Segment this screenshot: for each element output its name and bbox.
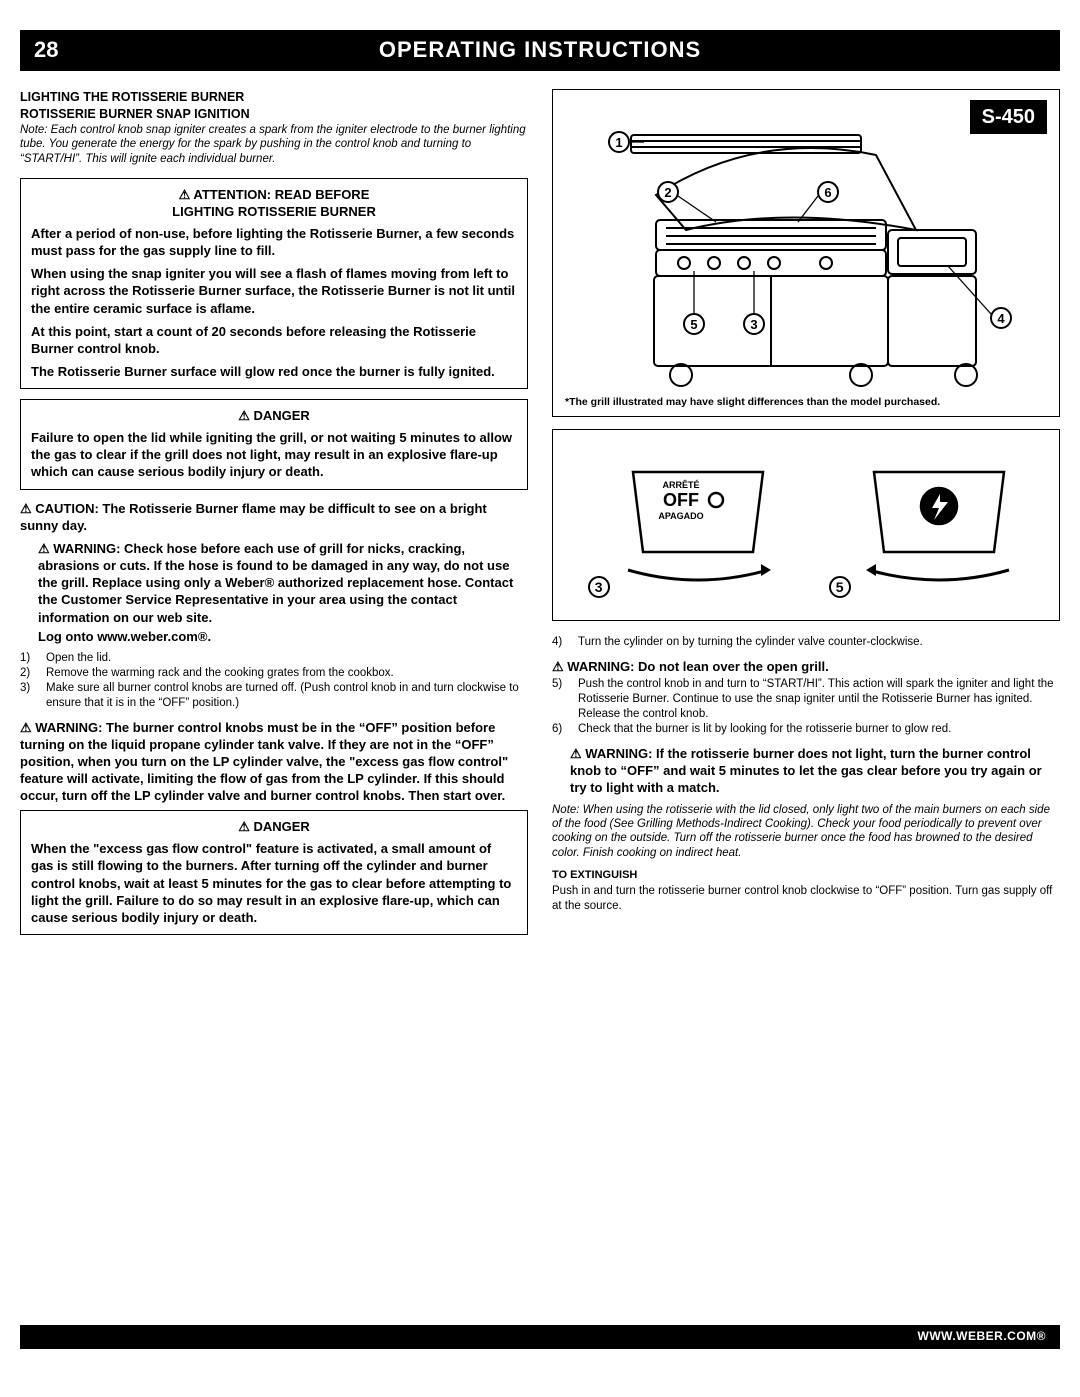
grill-illustration: 1 2 3 4 5 6 (586, 100, 1026, 390)
svg-text:2: 2 (664, 185, 671, 200)
step-5: 5)Push the control knob in and turn to “… (552, 677, 1060, 722)
attention-para-2: When using the snap igniter you will see… (31, 265, 517, 316)
diagram-disclaimer: *The grill illustrated may have slight d… (565, 396, 1047, 409)
danger-body-2: When the "excess gas flow control" featu… (31, 840, 517, 926)
svg-text:6: 6 (824, 185, 831, 200)
to-extinguish-body: Push in and turn the rotisserie burner c… (552, 884, 1060, 914)
attention-para-3: At this point, start a count of 20 secon… (31, 323, 517, 357)
knob-right: 5 (818, 442, 1035, 604)
warning-no-light: ⚠ WARNING: If the rotisserie burner does… (552, 745, 1060, 796)
step-4-row: 4)Turn the cylinder on by turning the cy… (552, 635, 1060, 650)
column-left: LIGHTING THE ROTISSERIE BURNER ROTISSERI… (20, 89, 528, 945)
step-2: 2)Remove the warming rack and the cookin… (20, 666, 528, 681)
attention-para-4: The Rotisserie Burner surface will glow … (31, 363, 517, 380)
warning-hose: ⚠ WARNING: Check hose before each use of… (20, 540, 528, 626)
rotisserie-note: Note: When using the rotisserie with the… (552, 803, 1060, 861)
danger-box-2: ⚠ DANGER When the "excess gas flow contr… (20, 810, 528, 935)
caution-sunny: ⚠ CAUTION: The Rotisserie Burner flame m… (20, 500, 528, 534)
svg-text:APAGADO: APAGADO (659, 511, 704, 521)
knob-igniter-icon (854, 442, 1024, 592)
column-right: S-450 (552, 89, 1060, 945)
step-1: 1)Open the lid. (20, 651, 528, 666)
knob-left: 3 ARRÊTÉ OFF APAGADO (577, 442, 794, 604)
warning-off-position: ⚠ WARNING: The burner control knobs must… (20, 719, 528, 805)
attention-head-1: ⚠ ATTENTION: READ BEFORE (31, 187, 517, 204)
svg-text:ARRÊTÉ: ARRÊTÉ (663, 479, 700, 490)
grill-diagram-box: S-450 (552, 89, 1060, 418)
attention-para-1: After a period of non-use, before lighti… (31, 225, 517, 259)
footer-bar: WWW.WEBER.COM® (20, 1325, 1060, 1349)
step-6: 6)Check that the burner is lit by lookin… (552, 722, 1060, 737)
danger-box-1: ⚠ DANGER Failure to open the lid while i… (20, 399, 528, 489)
knob-off-icon: ARRÊTÉ OFF APAGADO (613, 442, 783, 592)
danger-head-1: ⚠ DANGER (31, 408, 517, 425)
model-tag: S-450 (970, 100, 1047, 134)
danger-body-1: Failure to open the lid while igniting t… (31, 429, 517, 480)
attention-box: ⚠ ATTENTION: READ BEFORE LIGHTING ROTISS… (20, 178, 528, 389)
warning-lean: ⚠ WARNING: Do not lean over the open gri… (552, 658, 1060, 675)
svg-text:4: 4 (997, 311, 1005, 326)
heading-snap-ignition: ROTISSERIE BURNER SNAP IGNITION (20, 106, 528, 122)
svg-text:OFF: OFF (663, 490, 699, 510)
attention-head-2: LIGHTING ROTISSERIE BURNER (31, 204, 517, 221)
steps-list-b: 5)Push the control knob in and turn to “… (552, 677, 1060, 737)
log-onto: Log onto www.weber.com®. (20, 628, 528, 645)
knob-right-callout: 5 (829, 576, 851, 598)
knob-left-callout: 3 (588, 576, 610, 598)
knob-diagram-box: 3 ARRÊTÉ OFF APAGADO 5 (552, 429, 1060, 621)
svg-text:3: 3 (750, 317, 757, 332)
svg-text:1: 1 (615, 135, 622, 150)
igniter-note: Note: Each control knob snap igniter cre… (20, 123, 528, 166)
svg-text:5: 5 (690, 317, 697, 332)
heading-lighting: LIGHTING THE ROTISSERIE BURNER (20, 89, 528, 105)
two-column-layout: LIGHTING THE ROTISSERIE BURNER ROTISSERI… (20, 89, 1060, 945)
page-title: OPERATING INSTRUCTIONS (34, 36, 1046, 65)
step-3: 3)Make sure all burner control knobs are… (20, 681, 528, 711)
steps-list-a: 1)Open the lid. 2)Remove the warming rac… (20, 651, 528, 711)
header-bar: 28 OPERATING INSTRUCTIONS (20, 30, 1060, 71)
to-extinguish-head: TO EXTINGUISH (552, 868, 1060, 882)
danger-head-2: ⚠ DANGER (31, 819, 517, 836)
